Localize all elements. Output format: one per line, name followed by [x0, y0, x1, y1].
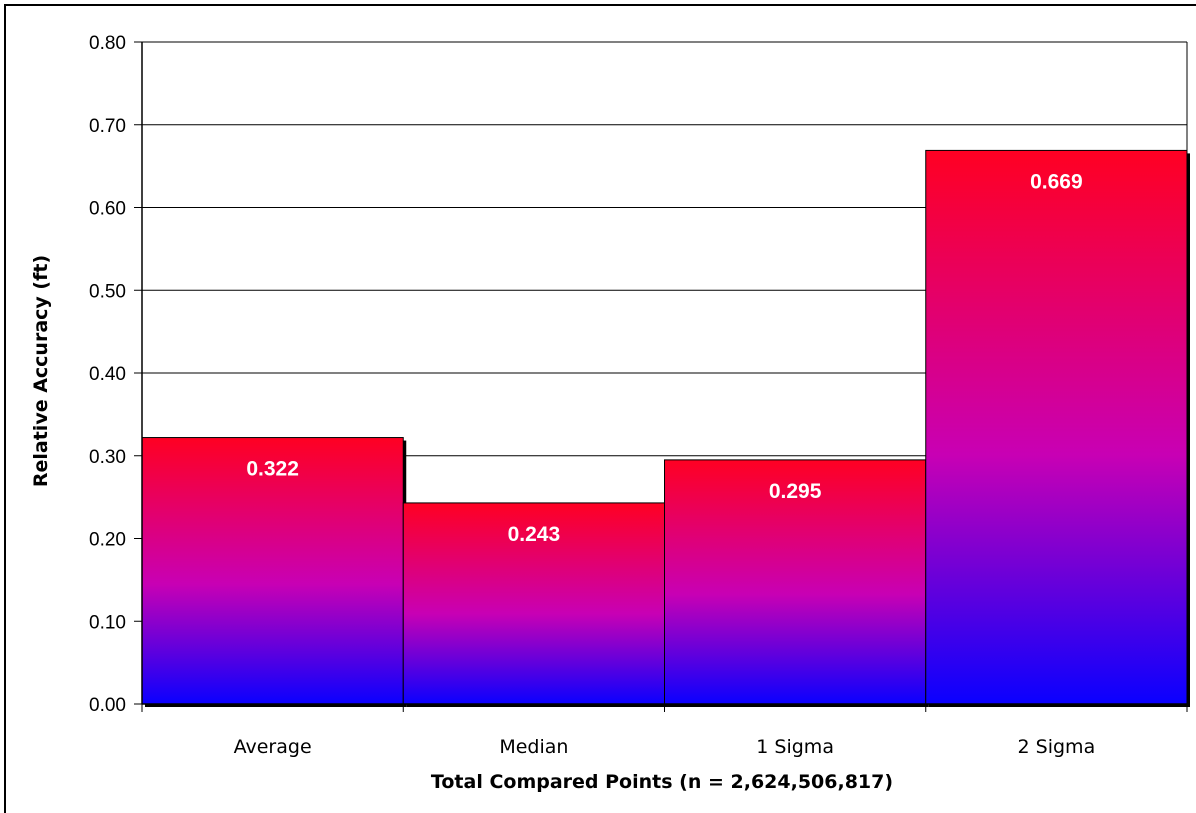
x-category-label: 2 Sigma [1018, 736, 1096, 758]
x-axis-title: Total Compared Points (n = 2,624,506,817… [431, 771, 893, 793]
x-category-label: Median [499, 736, 568, 758]
bar-data-label: 0.295 [769, 480, 822, 503]
y-tick-label: 0.60 [89, 199, 126, 220]
x-category-label: 1 Sigma [756, 736, 834, 758]
bar [141, 437, 404, 705]
bar-data-label: 0.669 [1030, 170, 1083, 193]
bar [402, 502, 665, 705]
bar-data-label: 0.322 [246, 458, 299, 481]
bar [664, 459, 927, 705]
y-tick-label: 0.20 [89, 530, 126, 551]
y-tick-label: 0.50 [89, 281, 126, 302]
y-tick-label: 0.80 [89, 33, 126, 54]
axes [134, 41, 1188, 712]
bars: 0.322 0.243 0.295 0.669 [141, 149, 1190, 708]
bar-data-label: 0.243 [508, 523, 561, 546]
x-category-labels: Average Median 1 Sigma 2 Sigma [234, 736, 1096, 758]
y-tick-label: 0.40 [89, 364, 126, 385]
y-tick-label: 0.00 [89, 695, 126, 716]
y-axis-title: Relative Accuracy (ft) [30, 255, 52, 487]
bar [925, 149, 1188, 705]
y-tick-label: 0.70 [89, 116, 126, 137]
y-tick-label: 0.10 [89, 612, 126, 633]
y-tick-labels: 0.00 0.10 0.20 0.30 0.40 0.50 0.60 0.70 0.80 [89, 33, 126, 716]
y-tick-label: 0.30 [89, 447, 126, 468]
x-category-label: Average [234, 736, 312, 758]
